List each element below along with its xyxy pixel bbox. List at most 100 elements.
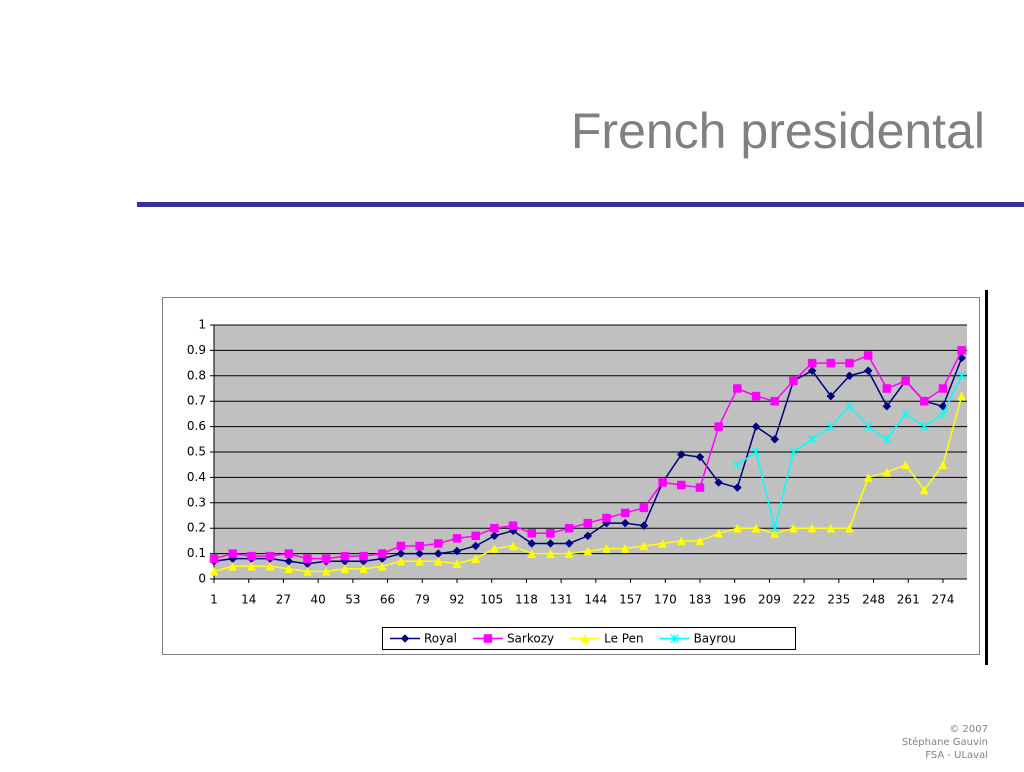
legend-marker bbox=[400, 634, 410, 643]
data-point bbox=[695, 536, 705, 546]
x-tick-label: 183 bbox=[689, 593, 712, 607]
y-tick-label: 0.1 bbox=[187, 546, 206, 560]
data-point bbox=[471, 541, 481, 551]
data-point bbox=[732, 523, 742, 533]
data-point bbox=[789, 523, 798, 533]
footer-line: Stéphane Gauvin bbox=[902, 736, 988, 748]
data-point bbox=[471, 554, 481, 563]
data-point bbox=[770, 528, 780, 538]
data-point bbox=[639, 521, 649, 531]
data-point bbox=[434, 539, 443, 548]
data-point bbox=[228, 561, 238, 571]
y-tick-label: 0.9 bbox=[187, 343, 206, 357]
x-tick-label: 222 bbox=[793, 593, 816, 607]
data-point bbox=[564, 523, 574, 533]
title-rule bbox=[137, 202, 1024, 207]
data-point bbox=[452, 559, 462, 569]
data-point bbox=[938, 409, 948, 419]
data-point bbox=[676, 450, 686, 459]
data-point bbox=[882, 384, 892, 393]
y-tick-label: 0.3 bbox=[187, 495, 206, 509]
data-point bbox=[789, 376, 798, 386]
x-tick-label: 248 bbox=[862, 593, 885, 607]
data-point bbox=[284, 564, 294, 574]
data-point bbox=[751, 447, 761, 457]
y-tick-label: 0 bbox=[198, 572, 206, 586]
x-tick-label: 131 bbox=[550, 593, 573, 607]
y-tick-label: 1 bbox=[198, 318, 206, 332]
data-point bbox=[490, 531, 499, 541]
legend-marker bbox=[670, 634, 680, 643]
legend-label: Sarkozy bbox=[507, 632, 554, 646]
footer-line: © 2007 bbox=[949, 724, 988, 735]
x-tick-label: 79 bbox=[415, 593, 430, 607]
legend-label: Bayrou bbox=[694, 632, 736, 646]
data-point bbox=[658, 538, 668, 548]
data-point bbox=[228, 549, 237, 558]
x-tick-label: 144 bbox=[584, 593, 607, 607]
data-point bbox=[807, 366, 817, 376]
data-point bbox=[583, 546, 593, 556]
slide-title: French presidental bbox=[571, 103, 985, 159]
data-point bbox=[508, 521, 518, 530]
data-point bbox=[938, 460, 948, 469]
x-tick-label: 196 bbox=[723, 593, 746, 607]
data-point bbox=[751, 391, 761, 401]
data-point bbox=[415, 541, 424, 551]
data-point bbox=[658, 478, 667, 487]
data-point bbox=[377, 561, 387, 571]
data-point bbox=[733, 384, 742, 393]
data-point bbox=[321, 554, 331, 563]
data-point bbox=[639, 541, 649, 551]
x-tick-label: 170 bbox=[654, 593, 677, 607]
data-point bbox=[733, 483, 742, 492]
side-rule bbox=[985, 290, 988, 665]
legend-label: Le Pen bbox=[604, 632, 643, 646]
data-point bbox=[695, 483, 705, 492]
legend-marker bbox=[483, 634, 493, 643]
y-tick-label: 0.6 bbox=[187, 419, 206, 433]
data-point bbox=[901, 409, 911, 419]
data-point bbox=[564, 539, 574, 548]
data-point bbox=[957, 371, 967, 381]
data-point bbox=[508, 541, 518, 551]
y-tick-label: 0.8 bbox=[187, 368, 206, 382]
footer-line: FSA - ULaval bbox=[925, 750, 988, 761]
data-point bbox=[807, 434, 817, 444]
x-tick-label: 40 bbox=[310, 593, 325, 607]
data-point bbox=[340, 551, 350, 561]
data-point bbox=[826, 358, 836, 368]
data-point bbox=[957, 391, 967, 401]
data-point bbox=[303, 554, 312, 563]
data-point bbox=[751, 523, 761, 533]
data-point bbox=[265, 561, 275, 571]
data-point bbox=[489, 543, 499, 553]
data-point bbox=[807, 523, 817, 533]
data-point bbox=[807, 358, 817, 368]
legend: Royal Sarkozy Le Pen Bayrou bbox=[382, 627, 796, 650]
data-point bbox=[882, 401, 892, 411]
data-point bbox=[321, 566, 331, 576]
x-tick-label: 105 bbox=[480, 593, 503, 607]
data-point bbox=[770, 434, 780, 444]
data-point bbox=[602, 513, 611, 523]
x-tick-label: 274 bbox=[932, 593, 955, 607]
data-point bbox=[620, 543, 630, 553]
data-point bbox=[677, 480, 686, 490]
y-tick-label: 0.4 bbox=[187, 470, 206, 484]
data-point bbox=[882, 467, 892, 477]
data-point bbox=[359, 551, 368, 561]
data-point bbox=[770, 396, 779, 406]
data-point bbox=[938, 384, 948, 393]
data-point bbox=[863, 366, 873, 376]
data-point bbox=[826, 523, 836, 533]
data-point bbox=[359, 564, 368, 574]
data-point bbox=[546, 549, 555, 558]
data-point bbox=[919, 485, 929, 495]
data-point bbox=[583, 531, 593, 541]
data-point bbox=[396, 556, 406, 566]
data-point bbox=[396, 541, 406, 551]
data-point bbox=[602, 543, 611, 553]
data-point bbox=[284, 549, 294, 558]
